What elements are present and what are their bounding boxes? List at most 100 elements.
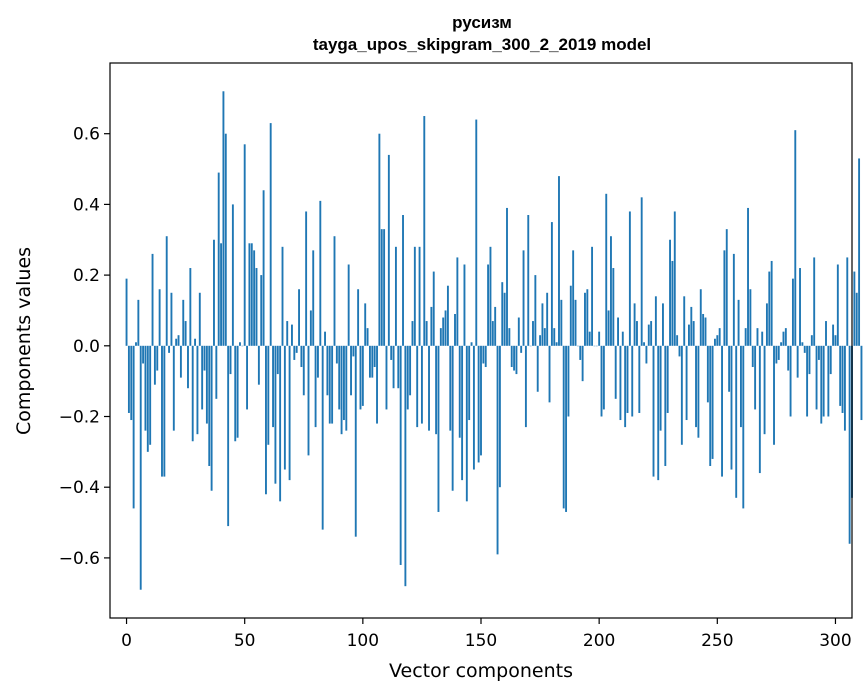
chart-subtitle: tayga_upos_skipgram_300_2_2019 model bbox=[313, 35, 651, 54]
bar-84 bbox=[324, 331, 326, 346]
bar-180 bbox=[550, 222, 553, 346]
bar-59 bbox=[265, 345, 267, 495]
bar-142 bbox=[461, 345, 464, 481]
bar-80 bbox=[314, 345, 317, 428]
bar-274 bbox=[773, 345, 775, 445]
bar-257 bbox=[732, 253, 735, 346]
bar-218 bbox=[640, 197, 643, 346]
bar-271 bbox=[765, 303, 768, 346]
bar-22 bbox=[177, 335, 180, 346]
bar-289 bbox=[808, 345, 811, 375]
bar-120 bbox=[409, 345, 412, 396]
bar-52 bbox=[248, 243, 251, 346]
bar-162 bbox=[508, 328, 511, 346]
bar-196 bbox=[588, 331, 591, 346]
bar-118 bbox=[404, 345, 407, 587]
bar-261 bbox=[742, 345, 745, 509]
bar-125 bbox=[420, 345, 423, 424]
bar-206 bbox=[612, 268, 615, 346]
bar-210 bbox=[621, 331, 624, 346]
bar-79 bbox=[312, 250, 315, 346]
bar-236 bbox=[683, 296, 686, 346]
x-tick-label-250: 250 bbox=[701, 631, 733, 651]
bar-202 bbox=[602, 345, 605, 410]
x-tick-label-0: 0 bbox=[121, 631, 132, 651]
bar-255 bbox=[728, 345, 731, 392]
bar-223 bbox=[652, 345, 655, 477]
bar-46 bbox=[234, 345, 237, 442]
bar-109 bbox=[383, 229, 386, 346]
bar-144 bbox=[465, 345, 468, 502]
bar-190 bbox=[574, 299, 577, 346]
bar-91 bbox=[340, 345, 343, 435]
bar-287 bbox=[803, 345, 806, 353]
bar-30 bbox=[196, 345, 199, 435]
bar-103 bbox=[368, 345, 371, 378]
bar-225 bbox=[657, 345, 660, 481]
y-tick-label-6: 0.6 bbox=[73, 125, 100, 145]
bar-305 bbox=[846, 257, 849, 346]
bar-252 bbox=[721, 345, 723, 477]
bar-179 bbox=[548, 345, 551, 403]
bar-110 bbox=[385, 345, 388, 410]
bar-233 bbox=[676, 335, 679, 346]
bar-19 bbox=[170, 292, 173, 346]
bar-169 bbox=[524, 345, 527, 428]
bar-135 bbox=[444, 310, 447, 346]
bar-56 bbox=[257, 345, 260, 385]
bar-249 bbox=[714, 338, 716, 346]
chart-title: русизм bbox=[452, 13, 512, 32]
bar-28 bbox=[191, 345, 194, 442]
x-tick-label-50: 50 bbox=[234, 631, 256, 651]
bar-126 bbox=[423, 116, 426, 346]
bar-297 bbox=[827, 345, 830, 417]
bar-64 bbox=[276, 345, 279, 375]
bar-20 bbox=[172, 345, 175, 431]
bar-228 bbox=[664, 345, 667, 466]
bar-290 bbox=[810, 335, 813, 346]
bar-170 bbox=[527, 215, 530, 346]
bar-301 bbox=[836, 264, 839, 346]
bar-158 bbox=[498, 345, 501, 488]
bar-130 bbox=[432, 271, 435, 346]
bar-195 bbox=[586, 289, 589, 346]
bar-263 bbox=[747, 207, 749, 346]
bar-6 bbox=[139, 345, 142, 590]
bar-9 bbox=[146, 345, 149, 452]
bar-273 bbox=[770, 260, 773, 346]
bar-306 bbox=[848, 345, 851, 544]
bar-208 bbox=[617, 317, 619, 346]
bar-216 bbox=[636, 321, 638, 346]
bar-221 bbox=[647, 324, 650, 346]
bar-65 bbox=[279, 345, 282, 502]
bar-183 bbox=[558, 176, 560, 346]
bar-119 bbox=[406, 345, 409, 410]
bar-192 bbox=[579, 345, 582, 360]
bar-204 bbox=[607, 310, 610, 346]
bar-48 bbox=[239, 342, 241, 346]
bar-168 bbox=[522, 250, 525, 346]
bar-1 bbox=[127, 345, 130, 413]
bar-178 bbox=[546, 292, 549, 346]
bar-57 bbox=[260, 275, 263, 346]
bar-132 bbox=[437, 345, 440, 512]
bar-165 bbox=[515, 345, 518, 375]
bar-200 bbox=[598, 331, 601, 346]
bar-260 bbox=[739, 345, 742, 428]
bar-291 bbox=[813, 257, 816, 346]
bar-0 bbox=[125, 278, 128, 346]
bar-282 bbox=[791, 278, 794, 346]
bar-35 bbox=[208, 345, 211, 466]
bar-77 bbox=[307, 345, 310, 456]
bar-111 bbox=[387, 154, 390, 346]
bar-4 bbox=[135, 342, 137, 346]
bar-153 bbox=[487, 264, 490, 346]
bar-245 bbox=[704, 317, 707, 346]
bar-154 bbox=[489, 246, 492, 346]
bar-93 bbox=[345, 345, 348, 431]
bar-160 bbox=[503, 292, 506, 346]
bar-54 bbox=[253, 250, 256, 346]
bar-181 bbox=[553, 328, 556, 346]
bar-97 bbox=[354, 345, 357, 537]
